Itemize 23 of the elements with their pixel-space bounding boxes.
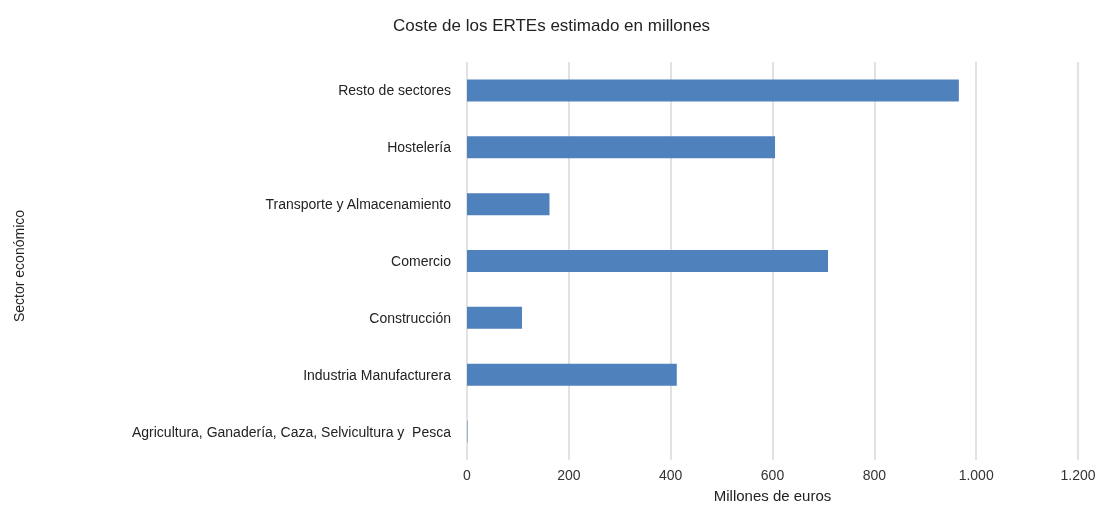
x-tick-label: 0: [463, 467, 472, 483]
x-tick-label: 1.200: [1060, 467, 1096, 483]
bar: [467, 193, 550, 216]
x-tick-label: 400: [658, 467, 683, 483]
chart-title: Coste de los ERTEs estimado en millones: [392, 16, 711, 35]
bar: [467, 363, 677, 386]
y-tick-label: Hostelería: [387, 139, 452, 156]
y-tick-label: Transporte y Almacenamiento: [265, 196, 452, 213]
x-tick-label: 200: [557, 467, 581, 483]
bar: [467, 79, 959, 102]
x-tick-label: 600: [760, 467, 785, 483]
bar: [467, 136, 776, 159]
y-tick-label: Construcción: [369, 309, 451, 326]
y-tick-label: Comercio: [391, 253, 452, 269]
y-tick-label: Resto de sectores: [338, 82, 451, 99]
x-tick-label: 1.000: [958, 467, 994, 483]
x-tick-label: 800: [862, 467, 887, 483]
y-tick-label: Agricultura, Ganadería, Caza, Selvicultura y Pesca: [131, 423, 452, 440]
text: Sector económico: [11, 209, 27, 323]
bar: [467, 306, 522, 329]
y-tick-label: Industria Manufacturera: [303, 366, 452, 383]
x-axis-title: Millones de euros: [713, 487, 832, 504]
bar: [467, 250, 828, 272]
